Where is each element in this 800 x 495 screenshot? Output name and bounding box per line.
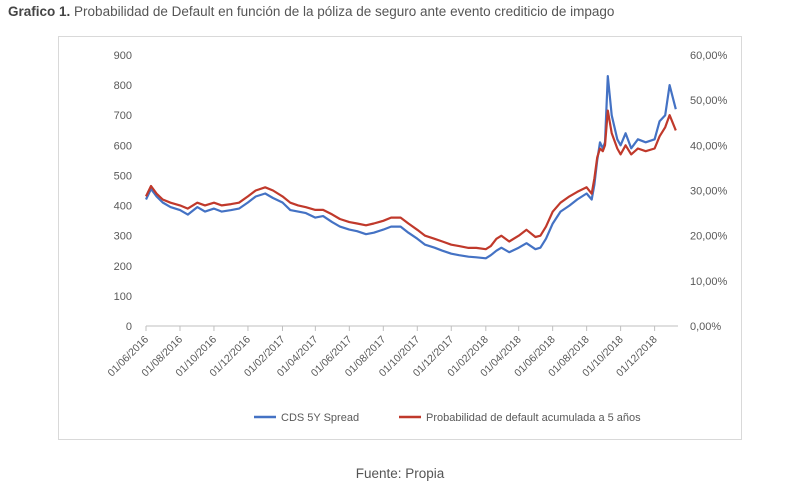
y-left-tick-label: 800 <box>114 80 132 92</box>
legend-label-default: Probabilidad de default acumulada a 5 añ… <box>426 412 641 424</box>
y-right-tick-label: 20,00% <box>690 231 728 243</box>
legend-label-cds: CDS 5Y Spread <box>281 412 359 424</box>
y-left-tick-label: 400 <box>114 201 132 213</box>
y-right-tick-label: 60,00% <box>690 50 728 62</box>
y-right-tick-label: 0,00% <box>690 321 721 333</box>
chart-title-lead: Grafico 1. <box>8 4 71 19</box>
y-right-tick-label: 10,00% <box>690 276 728 288</box>
y-right-tick-label: 30,00% <box>690 186 728 198</box>
y-left-tick-label: 900 <box>114 50 132 62</box>
cds-spread-line <box>145 74 677 260</box>
y-left-tick-label: 700 <box>114 110 132 122</box>
source-note: Fuente: Propia <box>355 466 445 481</box>
chart-title: Grafico 1. Probabilidad de Default en fu… <box>8 4 614 19</box>
y-left-tick-label: 0 <box>126 321 132 333</box>
y-left-tick-label: 100 <box>114 291 132 303</box>
y-right-tick-label: 40,00% <box>690 140 728 152</box>
chart-frame <box>58 36 742 440</box>
y-left-tick-label: 500 <box>114 170 132 182</box>
line-chart: 0 100 200 300 400 500 600 700 800 900 0,00% 10,00% 2… <box>105 50 728 424</box>
chart-title-text: Probabilidad de Default en función de la… <box>74 4 615 19</box>
y-left-tick-label: 600 <box>114 140 132 152</box>
y-right-tick-label: 50,00% <box>690 95 728 107</box>
y-left-tick-label: 300 <box>114 231 132 243</box>
y-left-tick-label: 200 <box>114 261 132 273</box>
default-probability-line <box>145 109 677 251</box>
